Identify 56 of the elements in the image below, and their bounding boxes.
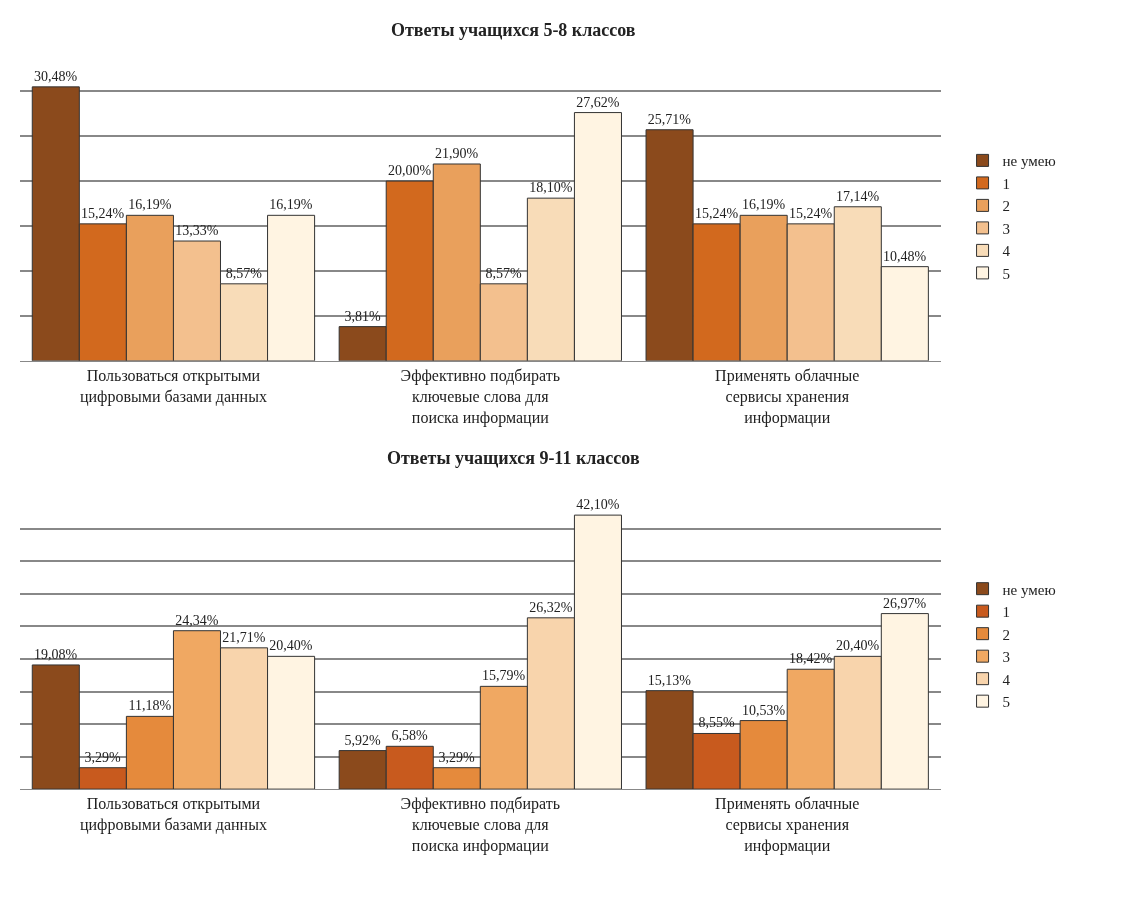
data-label: 21,90% <box>435 145 479 161</box>
data-label: 16,19% <box>128 197 172 213</box>
data-label: 10,48% <box>883 248 927 264</box>
data-label: 13,33% <box>175 223 219 239</box>
data-label: 3,81% <box>344 308 381 324</box>
data-label: 15,79% <box>482 668 526 684</box>
chart-title: Ответы учащихся 5-8 классов <box>391 20 636 40</box>
x-tick-label: Применять облачные сервисы хранения информации <box>715 795 860 855</box>
data-label: 11,18% <box>128 698 172 714</box>
data-label: 15,24% <box>81 205 125 221</box>
data-label: 20,40% <box>269 638 313 654</box>
data-label: 18,42% <box>788 651 833 667</box>
data-label: 15,13% <box>647 672 692 688</box>
x-tick-label: Эффективно подбирать ключевые слова для поиска информации <box>400 367 561 427</box>
legend-label: 4 <box>1002 243 1011 260</box>
data-label: 15,24% <box>694 205 739 221</box>
data-label: 5,92% <box>344 732 381 748</box>
data-label: 16,19% <box>269 197 313 213</box>
legend-label: 5 <box>1002 265 1011 282</box>
data-label: 25,71% <box>647 111 692 127</box>
data-label: 26,97% <box>883 595 927 611</box>
x-tick-label: Применять облачные сервисы хранения информации <box>715 367 860 427</box>
legend-label: 5 <box>1002 694 1011 711</box>
legend-label: 4 <box>1002 671 1011 688</box>
chart-title: Ответы учащихся 9-11 классов <box>387 448 640 468</box>
data-label: 20,00% <box>387 163 432 179</box>
data-label: 17,14% <box>836 188 880 204</box>
data-label: 8,57% <box>485 265 523 281</box>
legend-label: 2 <box>1002 626 1011 643</box>
data-label: 30,48% <box>34 68 78 84</box>
data-label: 10,53% <box>741 702 786 718</box>
x-tick-label: Пользоваться открытыми цифровыми базами данных <box>79 367 267 406</box>
legend-label: 1 <box>1002 175 1011 192</box>
legend-label: 3 <box>1002 649 1011 666</box>
data-label: 3,29% <box>438 749 476 765</box>
data-label: 3,29% <box>84 749 122 765</box>
legend-label: не умею <box>1002 153 1056 170</box>
data-label: 27,62% <box>576 94 620 110</box>
data-label: 6,58% <box>391 728 428 744</box>
data-label: 16,19% <box>741 197 786 213</box>
data-label: 20,40% <box>836 638 880 654</box>
data-label: 26,32% <box>529 599 573 615</box>
data-label: 8,55% <box>698 715 735 731</box>
data-label: 8,57% <box>225 265 263 281</box>
data-label: 24,34% <box>175 612 219 628</box>
data-label: 15,24% <box>788 205 833 221</box>
x-tick-label: Эффективно подбирать ключевые слова для поиска информации <box>400 795 561 855</box>
legend-label: не умею <box>1002 581 1056 598</box>
data-label: 19,08% <box>34 646 78 662</box>
legend-label: 1 <box>1002 604 1011 621</box>
data-label: 18,10% <box>529 180 573 196</box>
data-label: 42,10% <box>576 497 620 513</box>
data-label: 21,71% <box>222 629 266 645</box>
x-tick-label: Пользоваться открытыми цифровыми базами данных <box>79 795 267 835</box>
legend-label: 2 <box>1002 198 1011 215</box>
legend-label: 3 <box>1002 220 1011 237</box>
